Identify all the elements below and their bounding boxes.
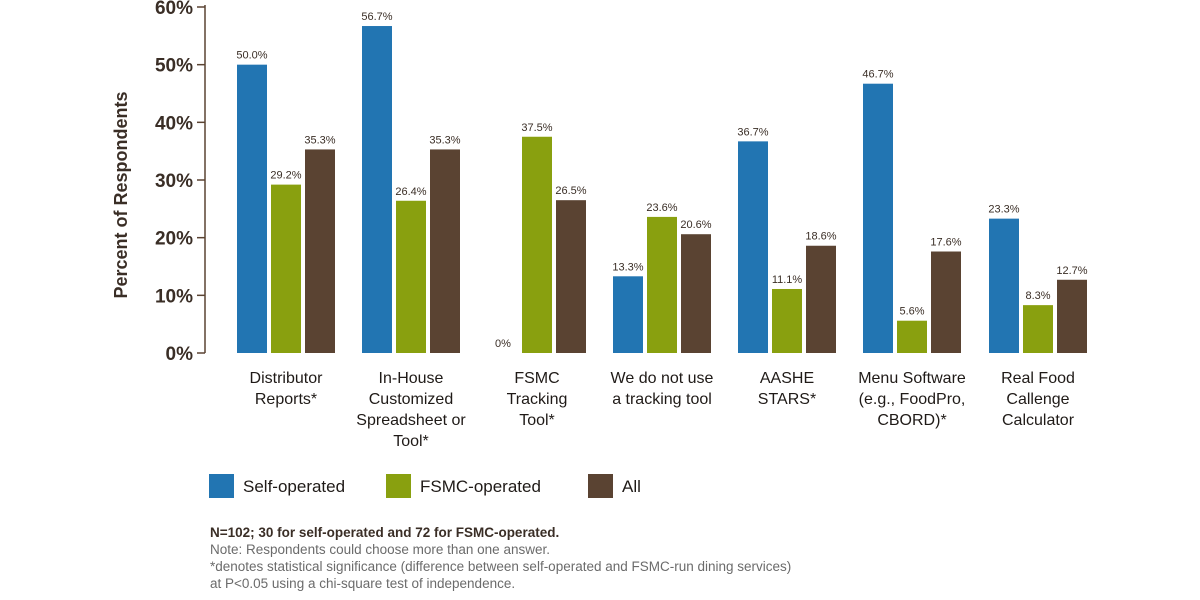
legend-swatch — [588, 474, 613, 498]
y-axis-title: Percent of Respondents — [111, 91, 131, 298]
category-label-line: Real Food — [1001, 370, 1075, 387]
y-tick-label: 40% — [155, 113, 193, 134]
category-label: We do not use a tracking tool — [611, 370, 714, 408]
data-label: 46.7% — [862, 69, 893, 81]
category-label: Real Food Callenge Calculator — [1001, 370, 1075, 429]
category-labels: Distributor Reports* In-House Customized Spr… — [250, 370, 1075, 450]
category-label-line: (e.g., FoodPro, — [859, 391, 966, 408]
category-label-line: Calculator — [1002, 412, 1075, 429]
data-label: 13.3% — [612, 261, 643, 273]
y-tick-label: 10% — [155, 286, 193, 307]
data-label: 35.3% — [429, 134, 460, 146]
data-label: 8.3% — [1025, 290, 1050, 302]
bar — [305, 149, 335, 353]
data-label: 23.3% — [988, 204, 1019, 216]
bar — [772, 288, 802, 353]
data-label: 12.7% — [1056, 265, 1087, 277]
data-label: 11.1% — [772, 274, 803, 286]
data-label: 26.5% — [555, 185, 586, 197]
category-label-line: Reports* — [255, 391, 317, 408]
legend-swatch — [209, 474, 234, 498]
bar — [897, 320, 927, 353]
bar — [271, 184, 301, 353]
y-axis: 0% 10% 20% 30% 40% 50% 60% Percent of Responden… — [111, 0, 206, 365]
data-label: 18.6% — [805, 231, 836, 243]
bar-chart: 0% 10% 20% 30% 40% 50% 60% Percent of Responden… — [111, 0, 1088, 498]
category-label: FSMC Tracking Tool* — [507, 370, 568, 429]
bar — [681, 234, 711, 353]
multiple-answer-note: Note: Respondents could choose more than… — [210, 542, 550, 557]
bar — [556, 200, 586, 353]
bar — [522, 136, 552, 353]
category-label-line: Callenge — [1006, 391, 1069, 408]
data-label: 56.7% — [361, 11, 392, 23]
data-label: 35.3% — [304, 134, 335, 146]
bar — [989, 218, 1019, 353]
legend-label: FSMC-operated — [420, 477, 541, 496]
data-label: 29.2% — [270, 170, 301, 182]
category-label-line: Tracking — [507, 391, 568, 408]
category-label: Menu Software (e.g., FoodPro, CBORD)* — [858, 370, 966, 429]
bar — [931, 251, 961, 353]
legend-swatch — [386, 474, 411, 498]
category-label-line: Customized — [369, 391, 453, 408]
chart-notes: N=102; 30 for self-operated and 72 for F… — [210, 524, 970, 592]
significance-note-line-1: *denotes statistical significance (diffe… — [210, 559, 792, 574]
category-label-line: Distributor — [250, 370, 324, 387]
category-label-line: Spreadsheet or — [356, 412, 466, 429]
bar — [362, 26, 392, 354]
data-label: 5.6% — [899, 306, 924, 318]
data-label: 36.7% — [737, 126, 768, 138]
data-label: 20.6% — [680, 219, 711, 231]
legend: Self-operated FSMC-operated All — [209, 474, 641, 498]
legend-label: Self-operated — [243, 477, 345, 496]
data-label: 37.5% — [521, 122, 552, 134]
bar — [396, 200, 426, 353]
legend-label: All — [622, 477, 641, 496]
data-label: 26.4% — [395, 186, 426, 198]
category-label: Distributor Reports* — [250, 370, 324, 408]
data-label: 0% — [495, 338, 511, 350]
category-label-line: a tracking tool — [612, 391, 712, 408]
category-label-line: AASHE — [760, 370, 814, 387]
category-label-line: Tool* — [393, 433, 429, 450]
bar — [647, 216, 677, 353]
bar — [1023, 305, 1053, 353]
category-label-line: CBORD)* — [877, 412, 946, 429]
bar — [863, 83, 893, 354]
category-label-line: Menu Software — [858, 370, 966, 387]
y-tick-label: 60% — [155, 0, 193, 19]
y-tick-label: 30% — [155, 171, 193, 192]
y-tick-label: 50% — [155, 56, 193, 77]
data-label: 50.0% — [236, 50, 267, 62]
bars: 50.0% 56.7% 0% 13.3% 36.7% 46.7% 23.3% 29.2% 26.… — [236, 11, 1088, 354]
data-label: 23.6% — [646, 202, 677, 214]
bar — [1057, 279, 1087, 353]
category-label-line: Tool* — [519, 412, 555, 429]
category-label-line: In-House — [379, 370, 444, 387]
category-label-line: FSMC — [514, 370, 559, 387]
bar — [613, 276, 643, 353]
bar — [430, 149, 460, 353]
bar — [738, 141, 768, 353]
bar — [806, 245, 836, 353]
category-label-line: STARS* — [758, 391, 816, 408]
category-label: AASHE STARS* — [758, 370, 816, 408]
sample-note: N=102; 30 for self-operated and 72 for F… — [210, 525, 560, 540]
significance-note-line-2: at P<0.05 using a chi-square test of ind… — [210, 576, 516, 591]
y-tick-label: 0% — [166, 344, 194, 365]
category-label: In-House Customized Spreadsheet or Tool* — [356, 370, 466, 450]
data-label: 17.6% — [930, 237, 961, 249]
category-label-line: We do not use — [611, 370, 714, 387]
bar — [237, 64, 267, 354]
y-tick-label: 20% — [155, 229, 193, 250]
